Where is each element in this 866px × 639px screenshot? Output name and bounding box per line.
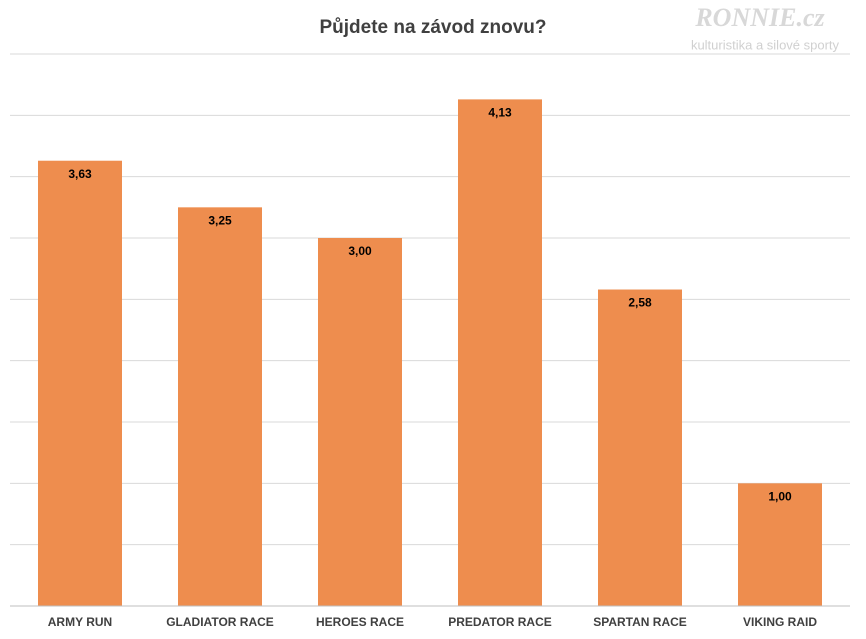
x-tick-label: HEROES RACE (316, 615, 404, 629)
value-label: 4,13 (488, 106, 512, 120)
bar (738, 483, 822, 606)
x-tick-label: SPARTAN RACE (593, 615, 687, 629)
value-label: 3,00 (348, 244, 372, 258)
watermark-tagline: kulturistika a silové sporty (691, 37, 840, 52)
bar (598, 289, 682, 606)
chart-title: Půjdete na závod znovu? (320, 17, 547, 38)
value-label: 3,63 (68, 167, 92, 181)
x-tick-label: ARMY RUN (48, 615, 112, 629)
x-tick-label: PREDATOR RACE (448, 615, 552, 629)
value-label: 1,00 (768, 490, 792, 504)
bar (38, 160, 122, 606)
x-tick-label: VIKING RAID (743, 615, 817, 629)
x-tick-label: GLADIATOR RACE (166, 615, 274, 629)
value-label: 2,58 (628, 296, 652, 310)
value-label: 3,25 (208, 214, 232, 228)
bar (178, 207, 262, 607)
watermark-brand: RONNIE.cz (694, 3, 825, 32)
bar (458, 99, 542, 607)
bar (318, 238, 402, 606)
